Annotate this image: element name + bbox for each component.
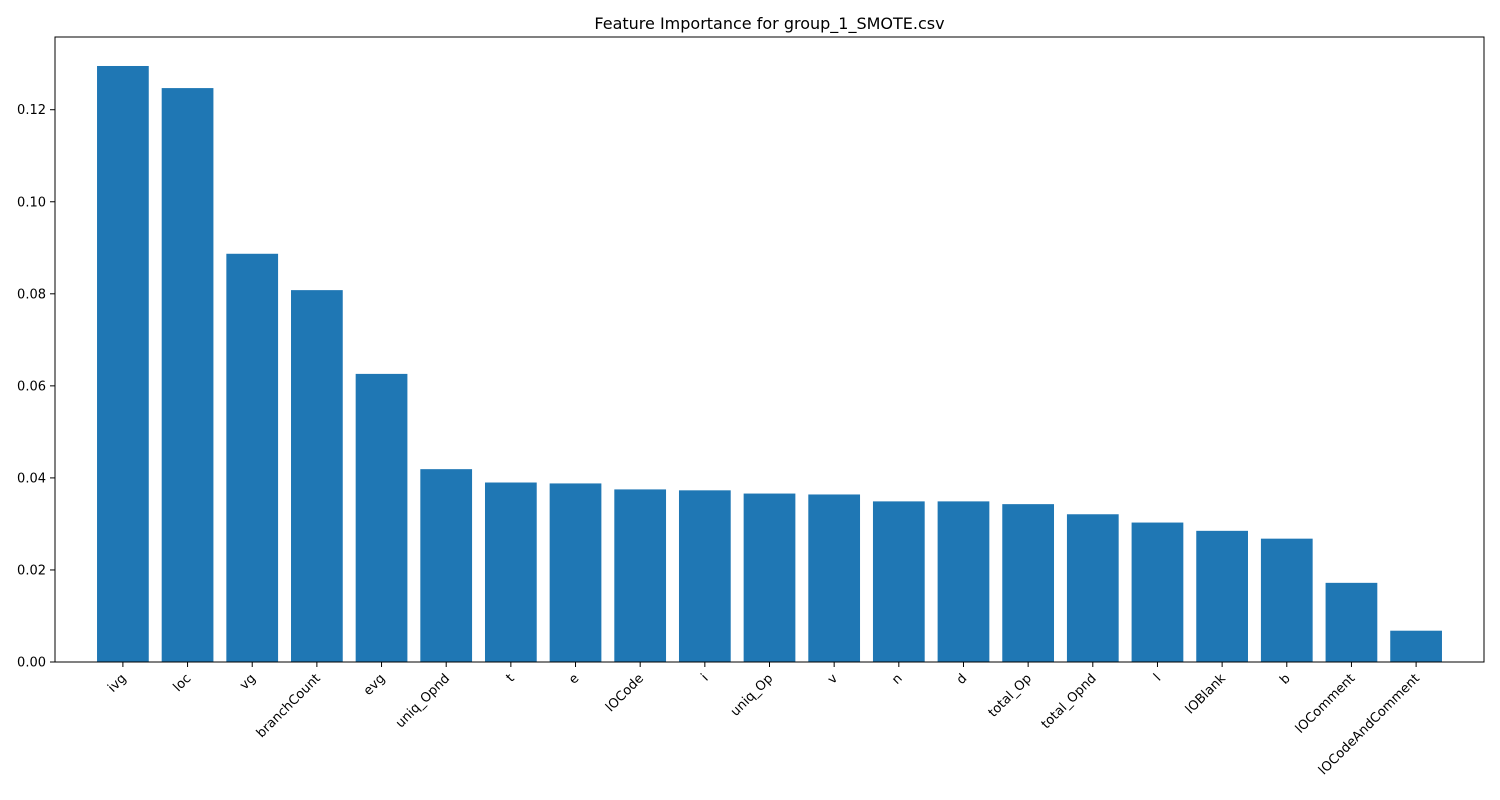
bar-lOCode bbox=[614, 489, 667, 662]
y-tick-label: 0.12 bbox=[17, 103, 46, 118]
y-tick-label: 0.00 bbox=[17, 656, 46, 671]
bar-evg bbox=[355, 373, 408, 662]
y-tick-label: 0.04 bbox=[17, 471, 46, 486]
bar-vg bbox=[226, 253, 279, 662]
y-tick-label: 0.10 bbox=[17, 195, 46, 210]
bar-total_Opnd bbox=[1066, 514, 1119, 662]
bar-n bbox=[872, 501, 925, 662]
bar-lOBlank bbox=[1196, 530, 1248, 662]
bar-d bbox=[937, 501, 990, 662]
bar-branchCount bbox=[291, 290, 343, 662]
y-tick-label: 0.06 bbox=[17, 379, 46, 394]
bar-l bbox=[1131, 522, 1184, 662]
y-tick-label: 0.02 bbox=[17, 563, 46, 578]
bar-total_Op bbox=[1002, 504, 1055, 662]
bar-ivg bbox=[97, 65, 149, 663]
bar-i bbox=[678, 490, 731, 662]
chart-title: Feature Importance for group_1_SMOTE.csv bbox=[594, 14, 944, 34]
plot-frame bbox=[54, 36, 1485, 663]
bar-v bbox=[808, 494, 861, 662]
bar-uniq_Op bbox=[743, 493, 796, 662]
bar-lOCodeAndComment bbox=[1390, 630, 1442, 662]
bar-b bbox=[1260, 538, 1313, 662]
y-axis: 0.00 0.02 0.04 0.06 0.08 0.10 0.12 bbox=[17, 103, 55, 671]
bar-lOComment bbox=[1325, 582, 1378, 662]
bar-t bbox=[484, 482, 537, 662]
bars-group bbox=[97, 65, 1442, 663]
y-tick-label: 0.08 bbox=[17, 287, 46, 302]
bar-e bbox=[549, 483, 602, 662]
bar-loc bbox=[161, 88, 214, 663]
bar-uniq_Opnd bbox=[420, 469, 473, 662]
